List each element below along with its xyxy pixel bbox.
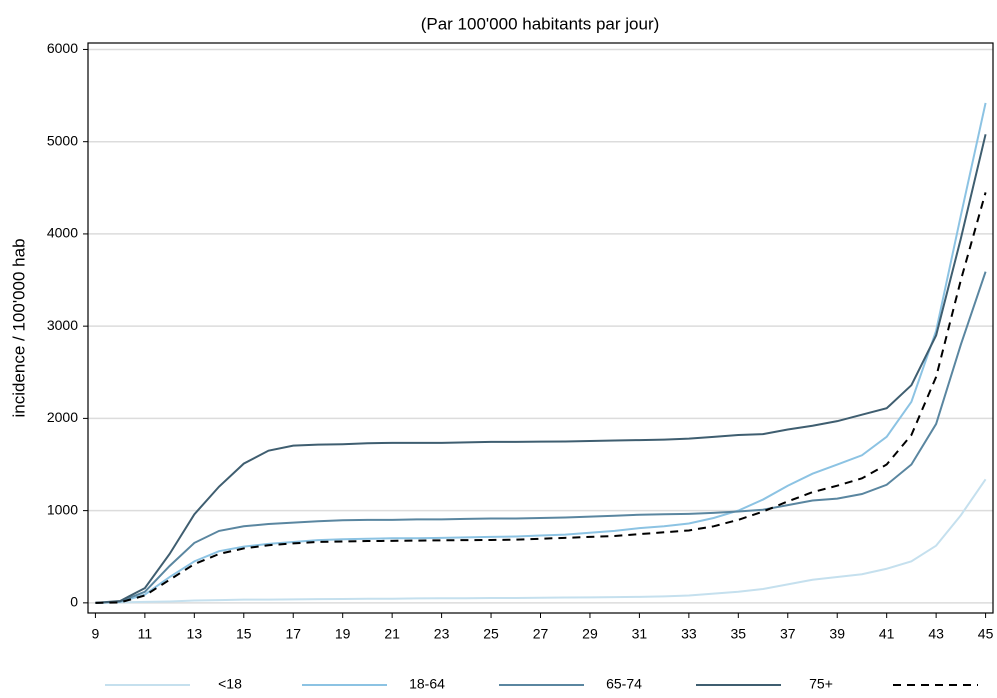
x-tick-label: 45 xyxy=(978,626,994,642)
x-tick-label: 19 xyxy=(335,626,351,642)
series-line xyxy=(95,134,987,604)
x-tick-label: 21 xyxy=(384,626,400,642)
y-tick-label: 1000 xyxy=(47,501,78,517)
x-tick-label: 43 xyxy=(928,626,944,642)
x-tick-label: 27 xyxy=(533,626,549,642)
series-line xyxy=(95,478,987,604)
series-line xyxy=(95,192,987,604)
series-line xyxy=(95,102,987,604)
y-tick-label: 0 xyxy=(70,594,78,610)
y-tick-label: 4000 xyxy=(47,225,78,241)
y-tick-label: 6000 xyxy=(47,40,78,56)
y-tick-label: 2000 xyxy=(47,409,78,425)
x-tick-label: 33 xyxy=(681,626,697,642)
legend-label: <18 xyxy=(218,676,242,692)
x-tick-label: 31 xyxy=(632,626,648,642)
x-tick-label: 25 xyxy=(483,626,499,642)
legend-label: 75+ xyxy=(809,676,833,692)
y-tick-label: 3000 xyxy=(47,317,78,333)
legend-label: 18-64 xyxy=(409,676,445,692)
x-tick-label: 29 xyxy=(582,626,598,642)
legend-label: 65-74 xyxy=(606,676,642,692)
y-tick-label: 5000 xyxy=(47,132,78,148)
x-tick-label: 41 xyxy=(879,626,895,642)
x-tick-label: 17 xyxy=(285,626,301,642)
x-tick-label: 23 xyxy=(434,626,450,642)
chart-title: (Par 100'000 habitants par jour) xyxy=(421,14,660,33)
x-tick-label: 37 xyxy=(780,626,796,642)
x-tick-label: 9 xyxy=(92,626,100,642)
x-tick-label: 11 xyxy=(138,626,153,642)
x-tick-label: 13 xyxy=(187,626,203,642)
x-tick-label: 39 xyxy=(829,626,845,642)
plot-frame xyxy=(87,42,994,614)
x-tick-label: 15 xyxy=(236,626,252,642)
x-tick-label: 35 xyxy=(731,626,747,642)
y-axis-label: incidence / 100'000 hab xyxy=(9,238,28,417)
series-line xyxy=(95,271,987,604)
